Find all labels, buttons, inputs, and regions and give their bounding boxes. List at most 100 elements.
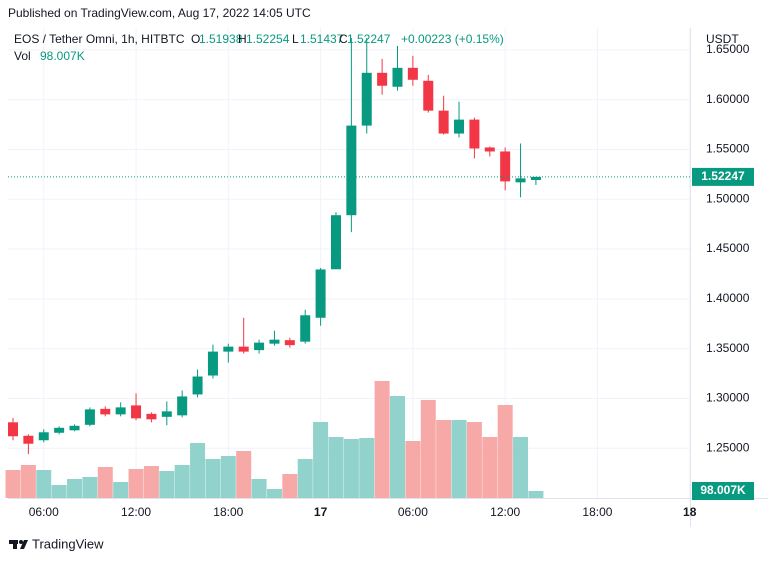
candle-body (484, 147, 495, 152)
candle-body (223, 346, 234, 352)
ohlc-letter: O (191, 32, 200, 46)
volume-bar (297, 459, 313, 498)
candle-body (423, 80, 434, 111)
ohlc-value: 1.51437 (300, 32, 344, 46)
volume-bar (190, 443, 206, 498)
volume-bar (128, 469, 144, 498)
candle-body (377, 72, 388, 86)
volume-bar (359, 438, 375, 498)
volume-bar (390, 396, 405, 498)
volume-bar (143, 466, 159, 498)
volume-value: 98.007K (40, 49, 85, 63)
y-tick-label: 1.60000 (706, 92, 750, 106)
volume-bar (513, 437, 529, 498)
volume-bar (205, 459, 221, 498)
volume-bar (113, 482, 129, 498)
candle-body (100, 408, 111, 415)
candle-body (315, 269, 326, 318)
volume-name: Vol (14, 49, 31, 63)
candle-body (300, 315, 311, 342)
ohlc-value: 1.51938 (199, 32, 243, 46)
volume-bar (451, 420, 467, 498)
y-tick-label: 1.45000 (706, 241, 750, 255)
volume-bar (528, 490, 544, 498)
candle-body (269, 339, 280, 344)
volume-bar (374, 381, 390, 498)
ohlc-letter: H (238, 32, 247, 46)
y-tick-label: 1.40000 (706, 291, 750, 305)
x-tick-label: 18:00 (582, 505, 612, 519)
candle-body (284, 340, 295, 346)
volume-bar (251, 479, 267, 498)
last-volume-box (692, 482, 754, 500)
volume-bar (82, 477, 98, 498)
candle-body (238, 346, 249, 352)
volume-bar (482, 437, 498, 498)
volume-bar (420, 400, 436, 498)
volume-bar (497, 405, 513, 498)
footer-brand: TradingView (32, 536, 104, 551)
candle-body (500, 151, 511, 182)
volume-bar (266, 489, 282, 498)
candle-body (161, 411, 172, 417)
x-tick-label: 18 (683, 505, 697, 519)
logo-mark (19, 540, 23, 544)
candle-body (23, 435, 34, 444)
candle-body (407, 67, 418, 80)
candle-body (254, 342, 265, 351)
last-price-box (692, 167, 754, 186)
volume-bar (67, 479, 83, 498)
candle-body (469, 119, 480, 149)
candle-body (346, 125, 357, 216)
ohlc-letter: C (339, 32, 348, 46)
x-tick-label: 12:00 (490, 505, 520, 519)
volume-bar (97, 467, 113, 498)
volume-bar (5, 470, 21, 498)
last-volume-label: 98.007K (700, 483, 746, 497)
y-tick-label: 1.55000 (706, 142, 750, 156)
candle-body (454, 119, 465, 134)
ohlc-letter: L (292, 32, 299, 46)
volume-bar (466, 422, 482, 498)
candle-body (392, 67, 403, 87)
volume-bar (436, 420, 452, 498)
plot-area (5, 28, 691, 498)
last-price-label: 1.52247 (701, 169, 745, 183)
change-label: +0.00223 (+0.15%) (401, 32, 504, 46)
candle-body (361, 72, 372, 126)
currency: USDT (706, 32, 739, 46)
candle-body (69, 425, 80, 431)
volume-bar (220, 456, 236, 498)
volume-bar (236, 451, 252, 498)
volume-bar (282, 474, 298, 498)
logo-mark (20, 540, 28, 549)
ohlc-value: 1.52247 (347, 32, 391, 46)
y-tick-label: 1.35000 (706, 341, 750, 355)
candle-body (115, 407, 126, 415)
x-tick-label: 12:00 (121, 505, 151, 519)
candle-body (146, 413, 157, 420)
logo (9, 540, 28, 549)
volume-bar (328, 437, 344, 498)
volume-bar (20, 465, 36, 498)
candle-body (54, 427, 65, 433)
y-tick-label: 1.50000 (706, 191, 750, 205)
volume-bar (174, 465, 190, 498)
x-tick-label: 17 (314, 505, 328, 519)
candle-body (84, 409, 95, 425)
candle-body (38, 432, 49, 441)
y-tick-label: 1.30000 (706, 391, 750, 405)
candle-body (177, 396, 188, 416)
volume-bar (51, 485, 67, 498)
volume-bar (343, 439, 359, 498)
volume-bar (159, 471, 175, 498)
candle-body (330, 215, 341, 270)
volume-bar (313, 422, 329, 498)
candle-body (530, 176, 541, 180)
chart-title: EOS / Tether Omni, 1h, HITBTC (14, 32, 185, 46)
y-tick-label: 1.65000 (706, 42, 750, 56)
candle-body (131, 405, 142, 419)
logo-mark (13, 540, 17, 549)
